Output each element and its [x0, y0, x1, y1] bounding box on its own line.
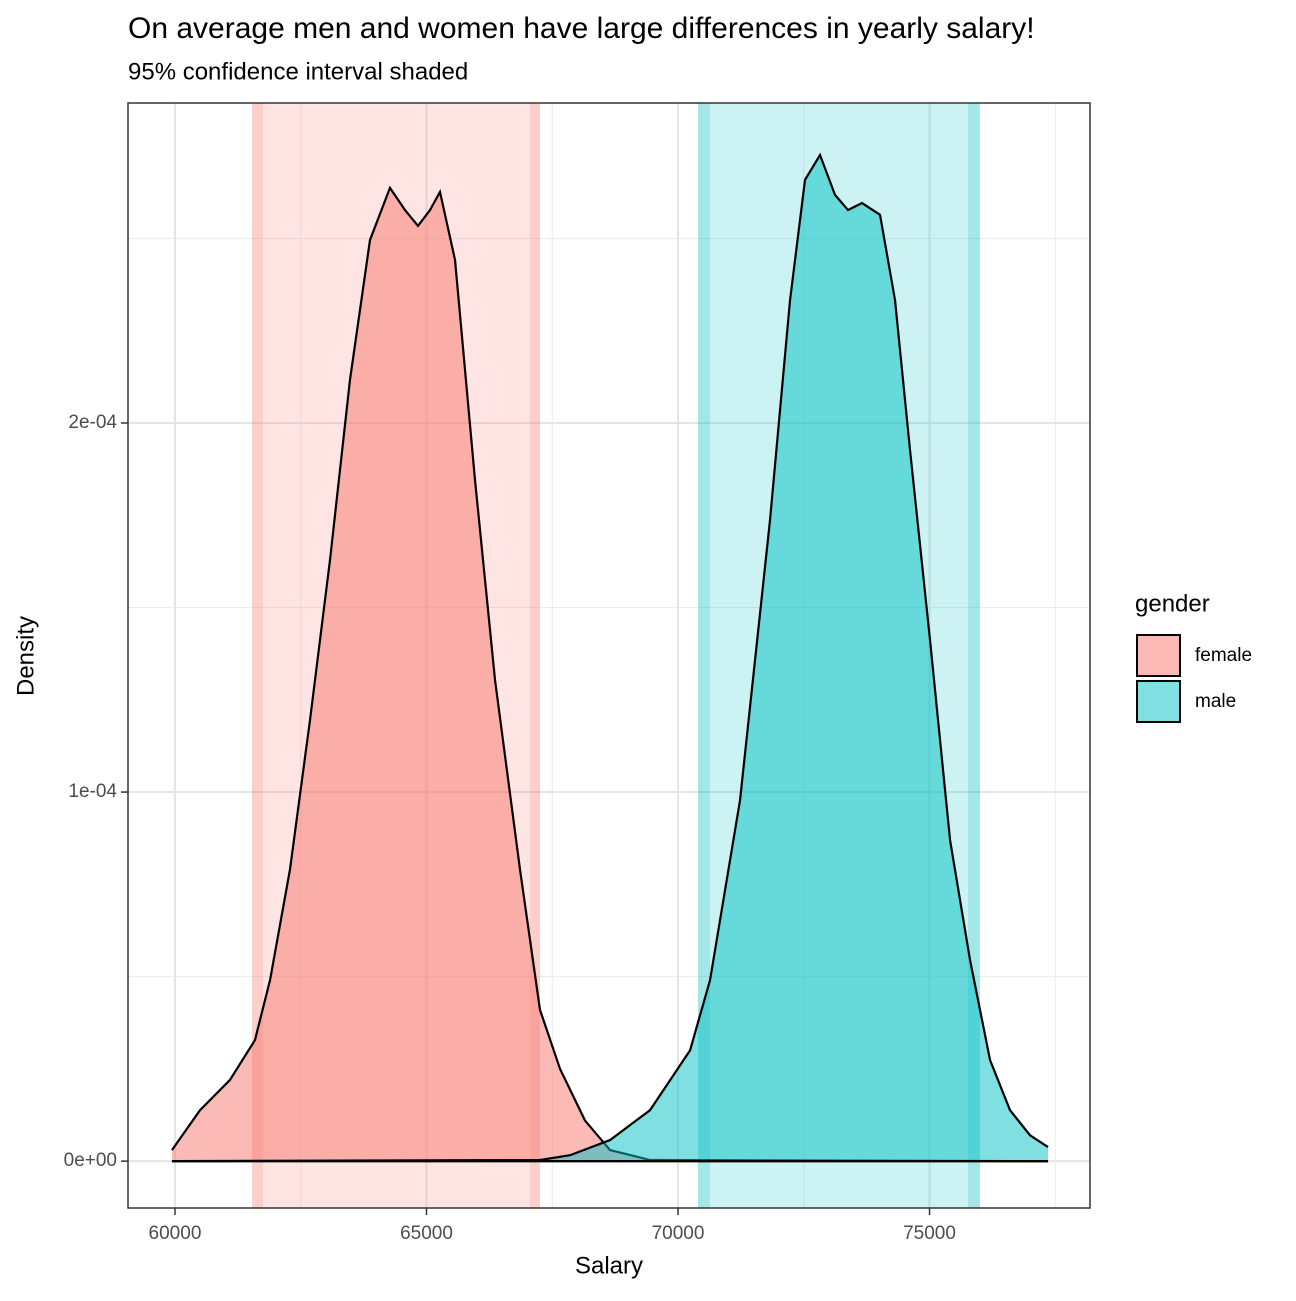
ci-band	[251, 103, 264, 1208]
y-axis-title: Density	[12, 616, 39, 696]
density-line	[171, 185, 1049, 1163]
legend-label: male	[1195, 691, 1236, 712]
chart-subtitle: 95% confidence interval shaded	[128, 58, 468, 85]
density-area	[171, 187, 1049, 1162]
y-tick-label: 2e-04	[68, 412, 117, 433]
legend-title: gender	[1135, 590, 1210, 617]
ci-band	[698, 103, 711, 1208]
ci-band	[529, 103, 540, 1208]
density-area	[171, 155, 1049, 1162]
legend-key	[1136, 680, 1181, 723]
x-tick-label: 70000	[652, 1223, 705, 1244]
legend-label: female	[1195, 645, 1252, 666]
ci-band	[968, 103, 981, 1208]
x-tick-label: 60000	[149, 1223, 202, 1244]
panel-border	[127, 102, 1091, 1209]
x-tick-label: 75000	[903, 1223, 956, 1244]
y-tick-label: 0e+00	[64, 1150, 117, 1171]
chart-title: On average men and women have large diff…	[128, 12, 1035, 45]
x-axis-title: Salary	[575, 1252, 643, 1279]
density-line	[171, 152, 1049, 1163]
x-tick-label: 65000	[400, 1223, 453, 1244]
y-tick-label: 1e-04	[68, 781, 117, 802]
legend-key	[1136, 634, 1181, 677]
